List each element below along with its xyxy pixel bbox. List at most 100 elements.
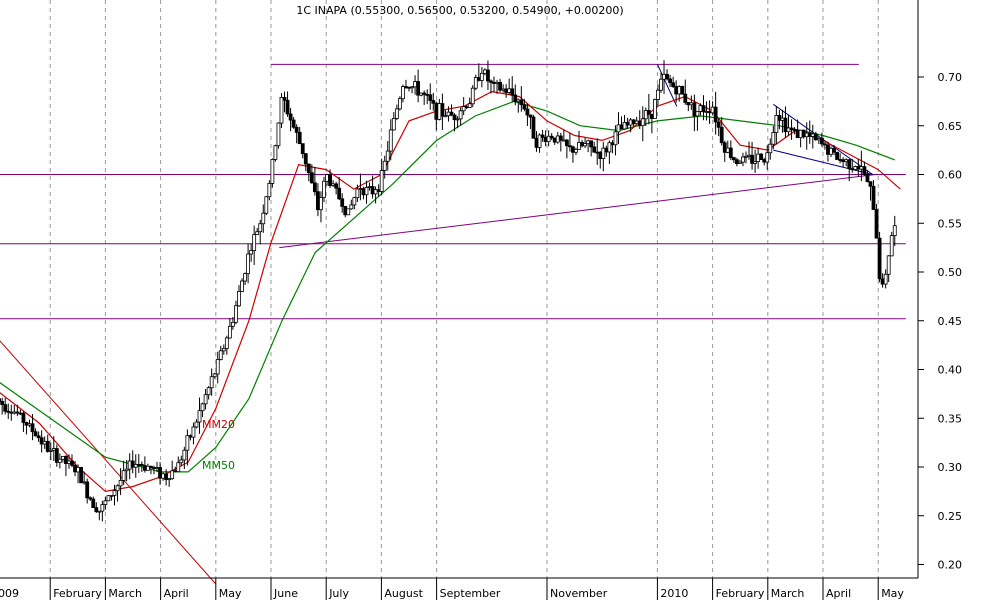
price-bar-body [261,212,266,225]
trend-line [0,340,217,585]
price-bar-body [358,188,363,190]
price-bar-body [391,118,396,131]
price-bar-body [279,96,284,124]
price-bar-body [564,139,569,147]
price-bar-body [194,421,199,428]
price-bar-body [27,423,32,426]
price-bar-body [680,86,685,95]
y-axis-ticks: 0.70 0.65 0.60 0.55 0.50 0.45 0.40 0.35 0.30 0.25… [918,71,962,572]
price-bar-body [191,426,196,438]
price-bar-body [495,81,499,84]
price-bar-body [170,470,175,480]
y-tick-label: 0.45 [938,315,963,328]
price-bar-body [731,157,736,161]
price-bar-body [607,142,612,153]
price-bar-body [425,94,430,96]
x-tick-label: May [219,587,242,600]
price-bar-body [224,337,229,349]
price-bar-body [306,163,311,174]
price-bar-body [60,455,65,460]
price-bar-body [504,88,509,93]
price-bar-body [115,485,120,492]
price-bar-body [780,117,785,121]
price-bar-body [285,99,290,115]
price-bar-body [889,235,894,257]
price-bar-body [227,325,232,339]
price-bar-body [294,126,299,133]
price-bar-body [479,72,484,81]
price-bar-body [203,394,208,405]
price-bar-body [792,129,797,131]
price-bar-body [124,468,129,472]
price-bar-body [722,142,727,153]
price-bar-body [649,113,654,119]
price-bar-body [243,273,247,282]
price-bar-body [701,105,706,113]
price-bar-body [397,98,402,110]
price-bar-body [3,404,8,412]
price-bar-body [847,159,852,170]
price-bar-body [829,147,833,155]
price-bar-body [601,147,606,159]
price-bar-body [561,139,566,142]
price-bar-body [21,412,26,423]
price-bar-body [625,122,630,126]
price-bar-body [874,209,879,239]
price-bar-body [741,156,745,163]
price-bar-body [267,182,272,198]
price-bar-body [489,80,493,83]
price-bar-body [206,387,211,396]
price-bar-body [464,106,469,108]
y-tick-label: 0.30 [938,461,963,474]
price-bar-body [686,102,691,106]
price-bar-body [865,174,870,183]
price-bar-body [276,122,281,147]
price-bar-body [589,140,594,148]
x-tick-label: February [53,587,102,600]
price-bar-body [859,166,864,170]
price-bar-body [886,255,891,275]
price-bar-body [762,159,767,163]
price-bar-body [352,197,357,206]
trend-line [656,64,678,107]
price-bar-body [449,111,454,116]
price-bar-body [146,465,150,471]
price-bar-body [765,152,770,163]
price-bar-body [422,92,427,95]
price-bar-body [319,197,323,211]
price-bar-body [707,111,712,114]
price-bar-body [892,225,897,237]
price-bar-body [677,86,682,95]
price-bar-body [768,143,773,154]
price-bar-body [592,146,597,153]
price-bar-body [367,186,372,188]
price-bar-body [273,145,278,160]
price-bar-body [656,89,660,100]
price-bar-body [45,440,50,452]
price-bar-body [753,161,758,164]
y-tick-label: 0.25 [938,510,963,523]
x-tick-label: September [440,587,501,600]
price-bar-body [109,494,114,497]
price-bar-body [167,478,172,481]
price-bar-body [328,174,332,186]
x-tick-label: July [328,587,349,600]
y-tick-label: 0.40 [938,364,963,377]
price-bar-body [698,105,703,112]
price-bar-body [574,148,578,153]
price-bar-body [337,187,342,200]
trend-line [773,149,873,175]
price-bar-body [662,73,666,80]
price-bar-body [419,92,424,96]
price-bar-body [249,250,254,255]
price-bar-body [361,188,366,196]
price-bar-body [853,166,858,170]
price-bar-body [434,102,439,120]
price-bar-body [334,183,339,189]
price-bar-body [48,449,53,452]
price-bar-body [492,81,496,84]
price-bar-body [583,143,587,147]
price-bar-body [823,143,827,146]
price-bar-body [473,77,478,89]
support-lines [0,63,906,320]
